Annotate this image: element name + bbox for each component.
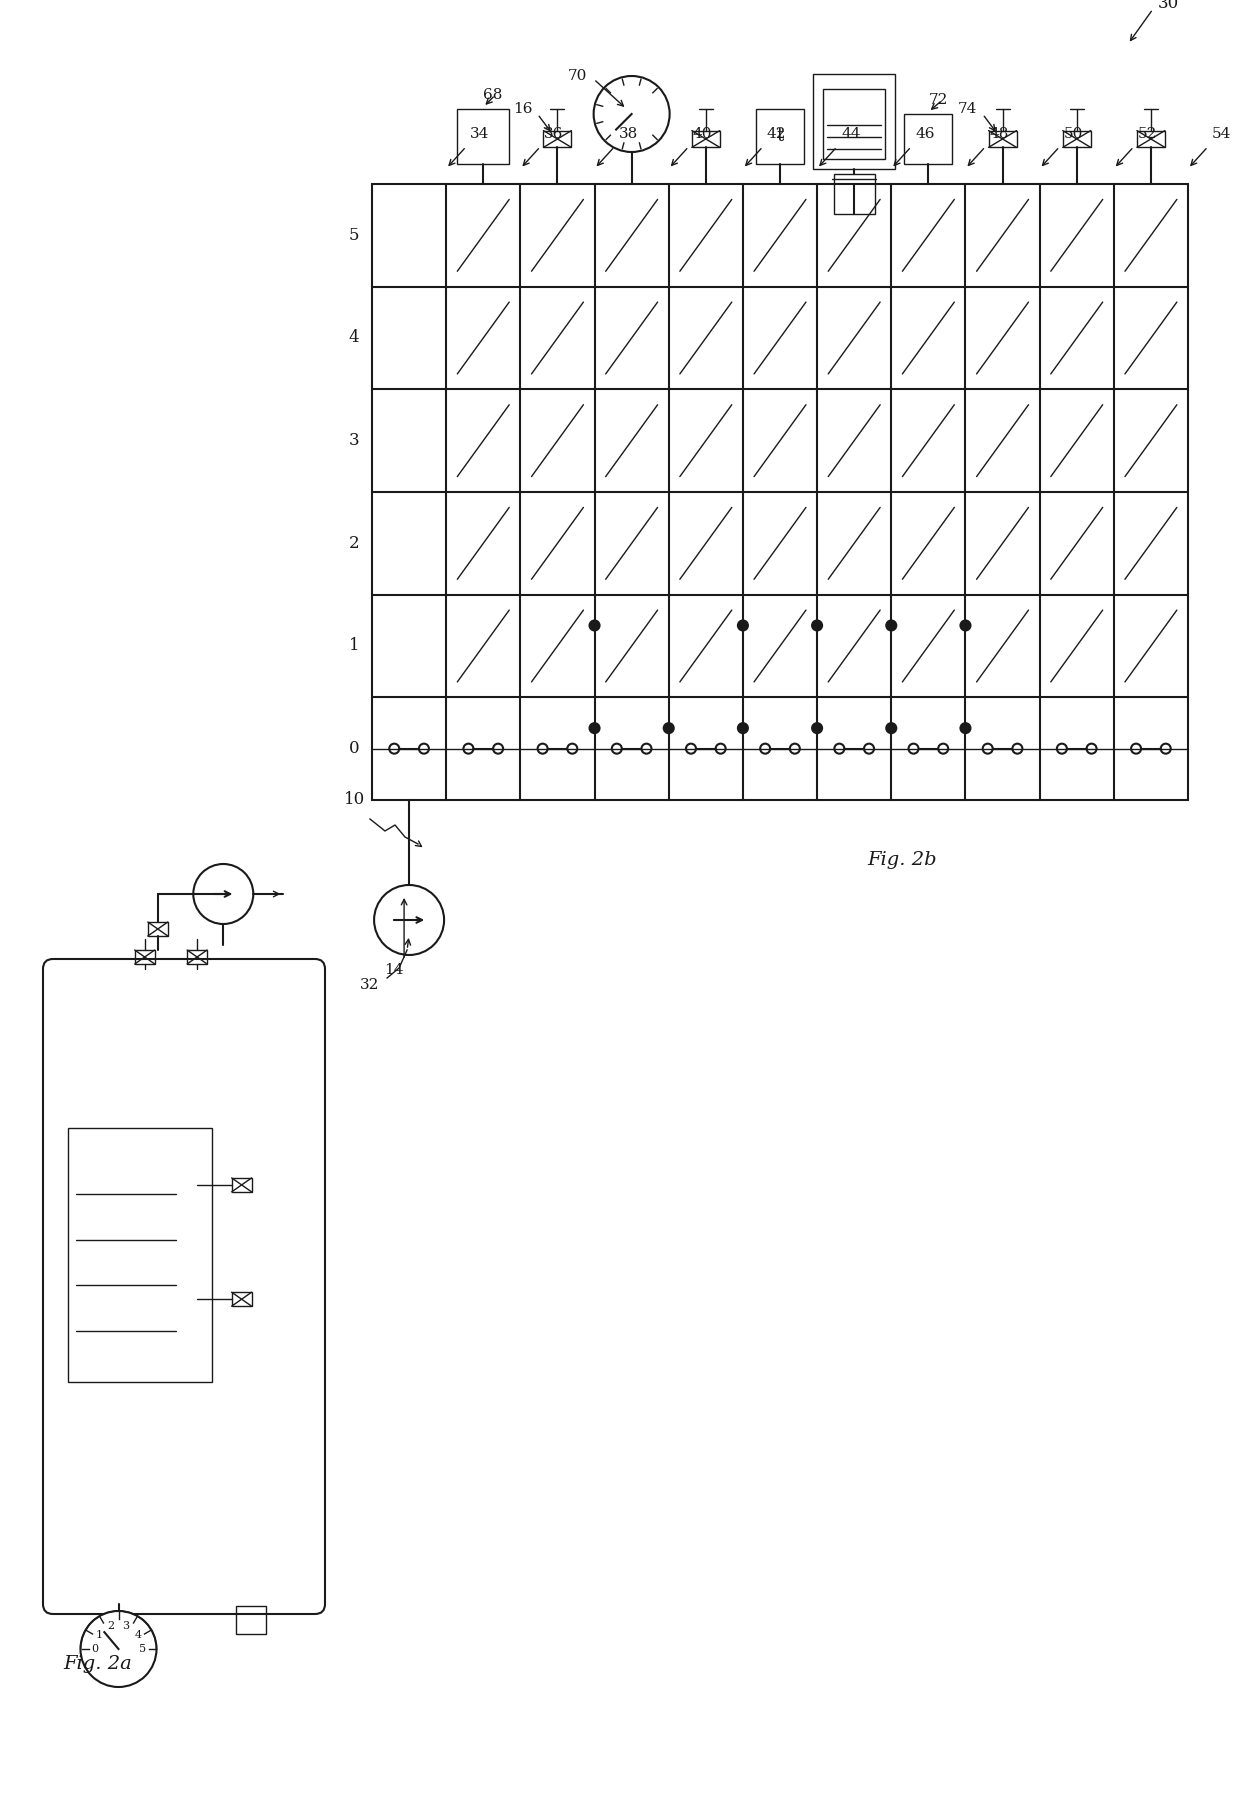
- Text: Fig. 2b: Fig. 2b: [868, 851, 937, 869]
- Text: 46: 46: [915, 127, 935, 140]
- Bar: [232, 1291, 252, 1306]
- Circle shape: [494, 744, 503, 753]
- Circle shape: [1012, 744, 1023, 753]
- Text: 16: 16: [513, 102, 532, 116]
- Circle shape: [1056, 744, 1066, 753]
- Circle shape: [611, 744, 621, 753]
- Bar: [135, 950, 155, 964]
- Circle shape: [1131, 744, 1141, 753]
- Circle shape: [567, 744, 578, 753]
- Circle shape: [663, 724, 673, 733]
- Circle shape: [715, 744, 725, 753]
- Bar: [833, 175, 874, 215]
- Text: 36: 36: [544, 127, 564, 140]
- Text: 42: 42: [766, 127, 786, 140]
- Circle shape: [641, 744, 651, 753]
- Text: 32: 32: [360, 979, 379, 991]
- Circle shape: [1161, 744, 1171, 753]
- Circle shape: [589, 724, 600, 733]
- Circle shape: [594, 76, 670, 153]
- Circle shape: [464, 744, 474, 753]
- Text: 48: 48: [990, 127, 1009, 140]
- Bar: [237, 1606, 267, 1633]
- Circle shape: [812, 724, 822, 733]
- Circle shape: [686, 744, 696, 753]
- Text: 5: 5: [348, 227, 360, 244]
- Circle shape: [538, 744, 548, 753]
- Text: 1: 1: [95, 1630, 103, 1641]
- Text: 40: 40: [693, 127, 712, 140]
- Bar: [1063, 131, 1091, 147]
- Circle shape: [589, 620, 600, 631]
- Text: 38: 38: [619, 127, 637, 140]
- Text: 70: 70: [567, 69, 587, 84]
- Bar: [904, 115, 952, 164]
- Text: 3: 3: [123, 1621, 129, 1632]
- Circle shape: [961, 620, 971, 631]
- Circle shape: [738, 620, 748, 631]
- Circle shape: [939, 744, 949, 753]
- Bar: [813, 75, 895, 169]
- Text: 68: 68: [484, 87, 502, 102]
- Bar: [372, 184, 1188, 800]
- Bar: [68, 1128, 212, 1382]
- Circle shape: [374, 886, 444, 955]
- Text: Fig. 2a: Fig. 2a: [63, 1655, 131, 1673]
- Circle shape: [887, 724, 897, 733]
- Bar: [692, 131, 719, 147]
- Circle shape: [812, 620, 822, 631]
- Circle shape: [909, 744, 919, 753]
- Circle shape: [1086, 744, 1096, 753]
- Text: 30: 30: [1158, 0, 1179, 13]
- Circle shape: [790, 744, 800, 753]
- Bar: [756, 109, 804, 164]
- Text: 74: 74: [959, 102, 977, 116]
- Text: 14: 14: [384, 962, 404, 977]
- Circle shape: [835, 744, 844, 753]
- Bar: [1137, 131, 1164, 147]
- Circle shape: [419, 744, 429, 753]
- Text: 4: 4: [348, 329, 360, 346]
- Bar: [148, 922, 167, 937]
- Circle shape: [961, 724, 971, 733]
- Text: 2: 2: [108, 1621, 114, 1632]
- Circle shape: [738, 724, 748, 733]
- Text: 0: 0: [91, 1644, 98, 1653]
- Bar: [232, 1179, 252, 1191]
- Text: 34: 34: [470, 127, 490, 140]
- Bar: [543, 131, 572, 147]
- Text: 0: 0: [348, 740, 360, 757]
- Circle shape: [389, 744, 399, 753]
- Text: 72: 72: [929, 93, 947, 107]
- Text: 44: 44: [841, 127, 861, 140]
- Text: 3: 3: [348, 433, 360, 449]
- Text: 50: 50: [1064, 127, 1083, 140]
- Circle shape: [983, 744, 993, 753]
- Text: 4: 4: [134, 1630, 141, 1641]
- Text: 1: 1: [348, 637, 360, 655]
- Text: 2: 2: [348, 535, 360, 551]
- Bar: [458, 109, 510, 164]
- Bar: [187, 950, 207, 964]
- Bar: [988, 131, 1017, 147]
- Text: 5: 5: [139, 1644, 146, 1653]
- Text: 10: 10: [343, 791, 365, 808]
- Circle shape: [81, 1612, 156, 1686]
- Circle shape: [193, 864, 253, 924]
- Circle shape: [887, 620, 897, 631]
- Text: 54: 54: [1211, 127, 1231, 140]
- Circle shape: [864, 744, 874, 753]
- Circle shape: [760, 744, 770, 753]
- Text: 52: 52: [1138, 127, 1157, 140]
- Text: t: t: [776, 127, 784, 146]
- Bar: [823, 89, 885, 158]
